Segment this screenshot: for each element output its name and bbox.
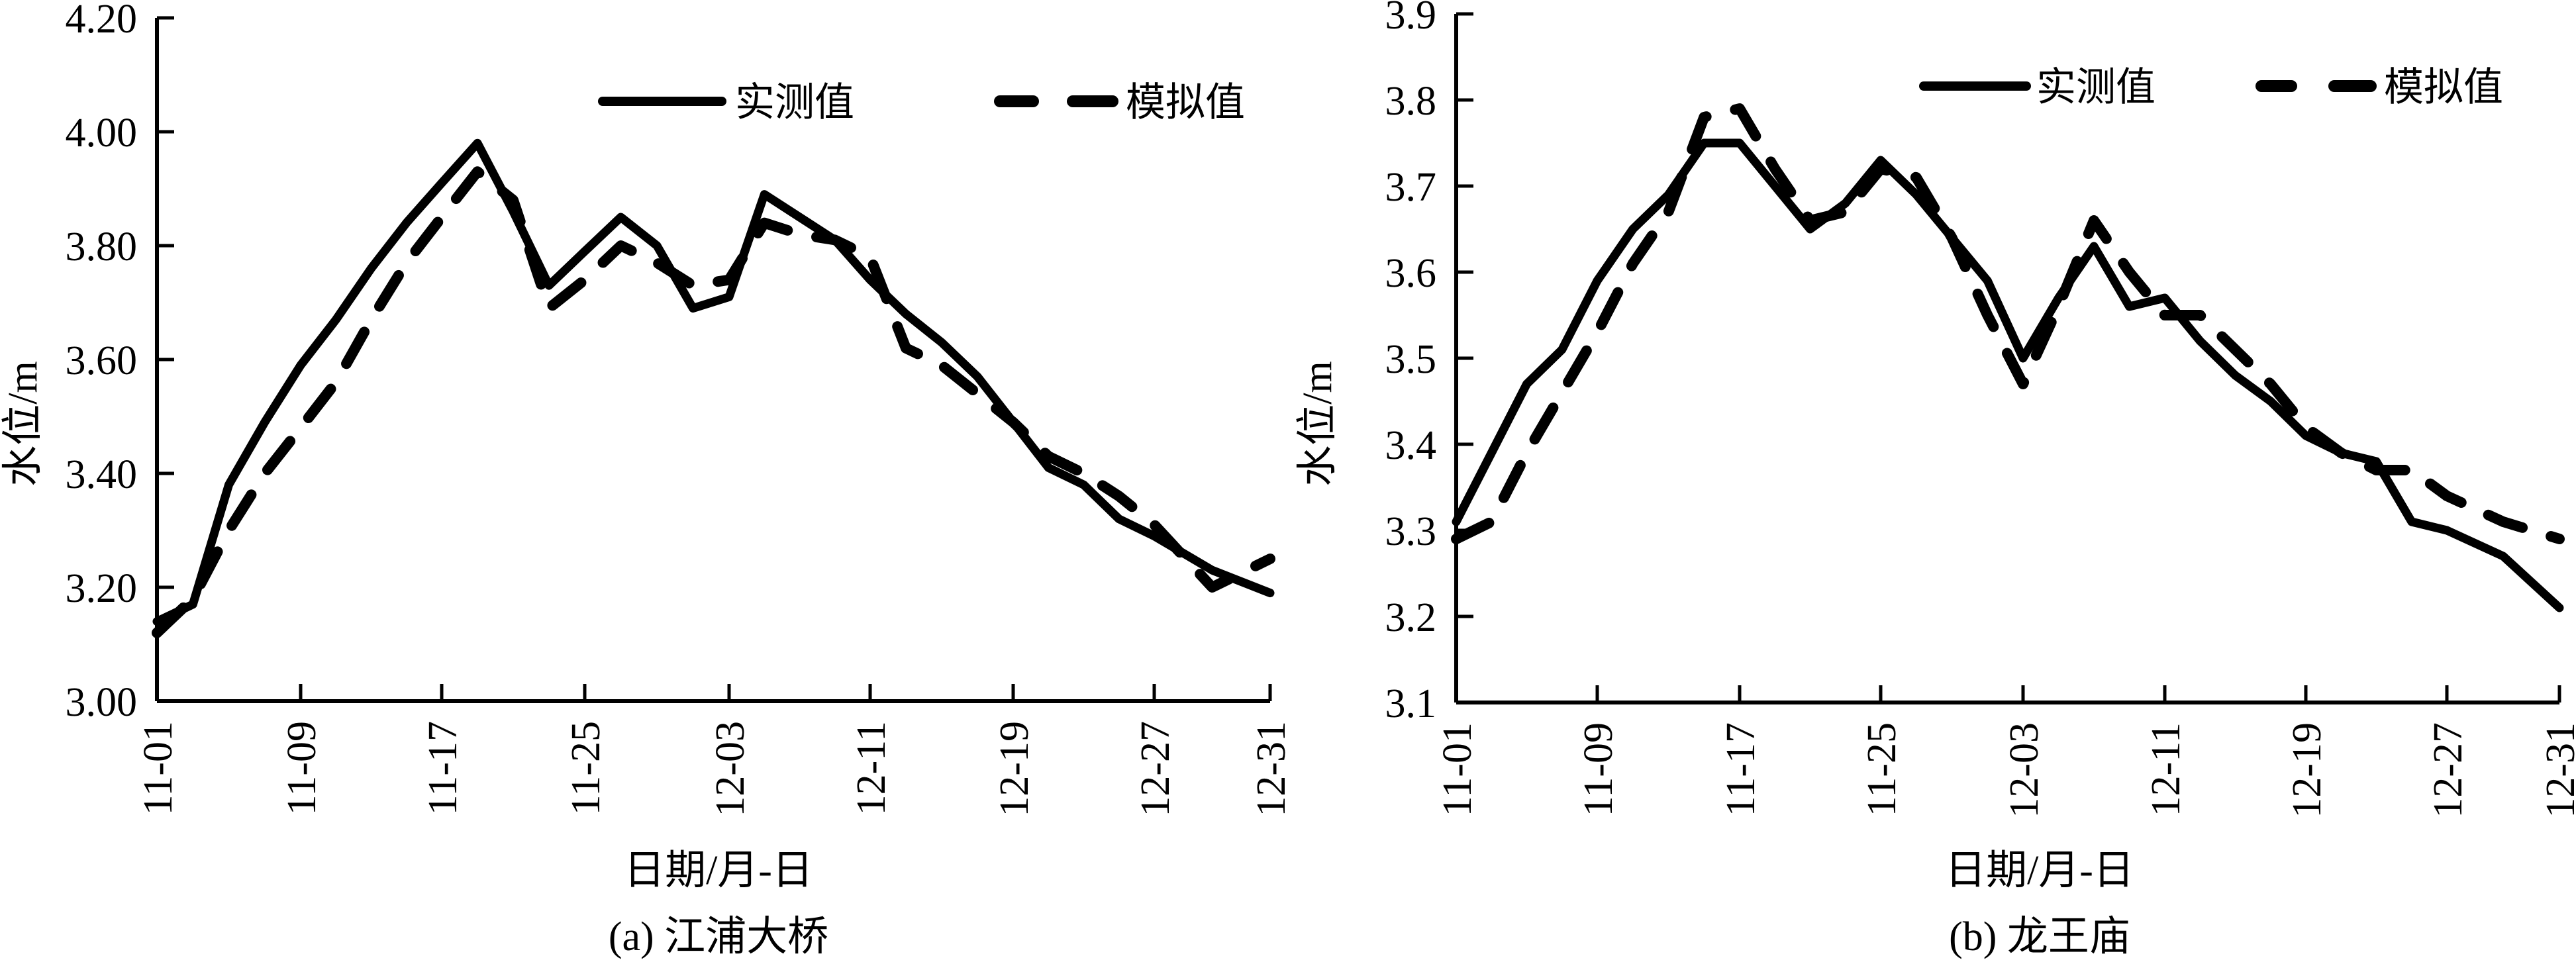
- y-tick-label: 3.6: [1385, 251, 1437, 296]
- chart-a-axes: 3.00 3.20 3.40 3.60 3.80 4.00 4.20 11-01 11-09 11…: [66, 0, 1295, 817]
- x-tick-label: 11-25: [564, 721, 609, 815]
- chart-b-axes: 3.1 3.2 3.3 3.4 3.5 3.6 3.7 3.8 3.9 11-01 11-09 11-…: [1385, 0, 2576, 818]
- y-tick-label: 3.60: [66, 338, 138, 383]
- x-tick-label: 12-19: [2285, 722, 2330, 818]
- x-tick-label: 12-11: [2144, 722, 2189, 816]
- x-tick-label: 11-01: [136, 721, 181, 815]
- y-tick-label: 3.4: [1385, 423, 1437, 468]
- y-tick-label: 3.40: [66, 452, 138, 497]
- x-tick-label: 12-31: [1249, 721, 1294, 817]
- chart-caption: (b) 龙王庙: [1949, 914, 2130, 959]
- x-tick-label: 12-03: [708, 721, 753, 817]
- x-tick-label: 12-31: [2538, 722, 2576, 818]
- x-tick-label: 11-17: [1718, 722, 1763, 816]
- x-tick-label: 12-03: [2002, 722, 2047, 818]
- x-tick-label: 12-27: [1133, 721, 1178, 817]
- y-tick-label: 3.3: [1385, 509, 1437, 554]
- x-tick-label: 11-09: [1576, 722, 1621, 816]
- measured-series-line: [157, 143, 1270, 621]
- y-tick-label: 3.80: [66, 224, 138, 269]
- y-axis-title: 水位/m: [1295, 361, 1340, 486]
- chart-b-series: [1456, 109, 2559, 608]
- chart-longwang-temple: 3.1 3.2 3.3 3.4 3.5 3.6 3.7 3.8 3.9 11-01 11-09 11-…: [1295, 0, 2576, 959]
- x-tick-label: 11-09: [279, 721, 324, 815]
- x-tick-label: 11-25: [1859, 722, 1905, 816]
- y-tick-label: 3.20: [66, 566, 138, 611]
- legend-measured-label: 实测值: [735, 81, 854, 124]
- y-tick-label: 3.2: [1385, 595, 1437, 640]
- y-tick-label: 3.9: [1385, 0, 1437, 38]
- chart-caption: (a) 江浦大桥: [609, 914, 828, 959]
- y-tick-label: 3.5: [1385, 337, 1437, 382]
- y-tick-label: 4.20: [66, 0, 138, 42]
- legend-simulated-label: 模拟值: [1126, 81, 1245, 124]
- x-tick-label: 11-17: [421, 721, 466, 815]
- chart-b-legend: 实测值 模拟值: [1924, 66, 2503, 109]
- y-tick-label: 3.7: [1385, 165, 1437, 210]
- x-tick-label: 12-27: [2426, 722, 2471, 818]
- x-axis-title: 日期/月-日: [1945, 848, 2134, 893]
- chart-a-series: [157, 143, 1270, 633]
- simulated-series-line: [157, 171, 1270, 633]
- x-tick-label: 12-19: [992, 721, 1037, 817]
- chart-a-legend: 实测值 模拟值: [603, 81, 1245, 124]
- legend-simulated-label: 模拟值: [2384, 66, 2503, 109]
- y-tick-label: 4.00: [66, 111, 138, 156]
- legend-measured-label: 实测值: [2036, 66, 2155, 109]
- chart-jiangpu-bridge: 3.00 3.20 3.40 3.60 3.80 4.00 4.20 11-01 11-09 11…: [1, 0, 1294, 959]
- y-tick-label: 3.8: [1385, 79, 1437, 124]
- y-tick-label: 3.00: [66, 680, 138, 725]
- x-tick-label: 11-01: [1435, 722, 1480, 816]
- y-tick-label: 3.1: [1385, 681, 1437, 726]
- x-tick-label: 12-11: [849, 721, 894, 815]
- y-axis-title: 水位/m: [1, 361, 46, 486]
- x-axis-title: 日期/月-日: [624, 848, 813, 893]
- measured-series-line: [1456, 143, 2559, 608]
